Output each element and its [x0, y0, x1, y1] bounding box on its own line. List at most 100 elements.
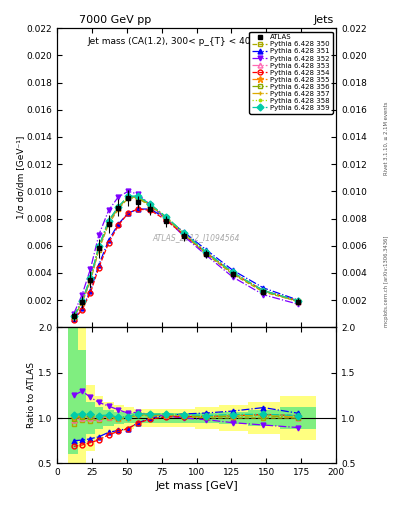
Line: Pythia 6.428 354: Pythia 6.428 354 [71, 207, 301, 323]
Pythia 6.428 358 [230, 269, 235, 275]
Pythia 6.428 351 [106, 237, 111, 243]
Pythia 6.428 351 [97, 262, 101, 268]
Pythia 6.428 359 [88, 274, 93, 281]
Pythia 6.428 353 [136, 194, 140, 200]
Pythia 6.428 357 [80, 298, 84, 304]
Pythia 6.428 353 [148, 202, 153, 208]
Pythia 6.428 354 [72, 317, 76, 323]
Pythia 6.428 355 [182, 230, 186, 237]
Pythia 6.428 350 [261, 289, 266, 295]
Pythia 6.428 359 [296, 298, 301, 304]
Line: Pythia 6.428 358: Pythia 6.428 358 [71, 194, 301, 318]
Text: Jet mass (CA(1.2), 300< p_{T} < 400, |y| < 2.0): Jet mass (CA(1.2), 300< p_{T} < 400, |y|… [88, 37, 305, 46]
Pythia 6.428 359 [116, 204, 121, 210]
Pythia 6.428 353 [80, 299, 84, 305]
Pythia 6.428 353 [126, 194, 130, 200]
Pythia 6.428 359 [204, 249, 209, 255]
Pythia 6.428 354 [182, 232, 186, 238]
Pythia 6.428 357 [72, 313, 76, 319]
Pythia 6.428 353 [116, 205, 121, 211]
Pythia 6.428 357 [230, 270, 235, 276]
Pythia 6.428 355 [72, 313, 76, 319]
Pythia 6.428 358 [182, 230, 186, 236]
Line: Pythia 6.428 357: Pythia 6.428 357 [71, 194, 301, 319]
Pythia 6.428 355 [230, 270, 235, 276]
Pythia 6.428 354 [296, 298, 301, 304]
Text: Rivet 3.1.10, ≥ 2.1M events: Rivet 3.1.10, ≥ 2.1M events [384, 101, 389, 175]
Pythia 6.428 354 [80, 307, 84, 313]
Pythia 6.428 354 [97, 265, 101, 271]
Pythia 6.428 351 [182, 229, 186, 235]
Pythia 6.428 356 [80, 298, 84, 305]
Pythia 6.428 351 [72, 316, 76, 322]
Pythia 6.428 353 [261, 288, 266, 294]
Pythia 6.428 350 [182, 232, 186, 238]
Pythia 6.428 352 [88, 266, 93, 272]
Pythia 6.428 355 [204, 249, 209, 255]
Pythia 6.428 358 [136, 194, 140, 200]
Pythia 6.428 357 [148, 202, 153, 208]
Pythia 6.428 352 [97, 232, 101, 238]
Pythia 6.428 356 [126, 194, 130, 200]
Pythia 6.428 355 [136, 194, 140, 200]
Pythia 6.428 358 [126, 194, 130, 200]
Pythia 6.428 353 [230, 270, 235, 276]
Pythia 6.428 350 [230, 271, 235, 278]
Pythia 6.428 356 [72, 313, 76, 319]
Pythia 6.428 355 [116, 205, 121, 211]
Pythia 6.428 359 [126, 193, 130, 199]
Pythia 6.428 351 [296, 297, 301, 303]
Pythia 6.428 350 [88, 278, 93, 284]
Pythia 6.428 353 [204, 249, 209, 255]
Pythia 6.428 357 [182, 230, 186, 237]
Pythia 6.428 355 [163, 214, 168, 220]
Pythia 6.428 357 [88, 275, 93, 281]
Pythia 6.428 352 [182, 233, 186, 239]
Pythia 6.428 352 [296, 301, 301, 307]
Pythia 6.428 351 [136, 206, 140, 212]
Pythia 6.428 353 [296, 298, 301, 305]
Text: 7000 GeV pp: 7000 GeV pp [79, 15, 151, 26]
Pythia 6.428 351 [204, 247, 209, 253]
Line: Pythia 6.428 355: Pythia 6.428 355 [70, 194, 302, 320]
Pythia 6.428 352 [148, 202, 153, 208]
Pythia 6.428 350 [72, 314, 76, 320]
Pythia 6.428 352 [80, 292, 84, 298]
Pythia 6.428 359 [136, 193, 140, 199]
Pythia 6.428 357 [204, 249, 209, 255]
Pythia 6.428 358 [204, 249, 209, 255]
Pythia 6.428 354 [204, 249, 209, 255]
Pythia 6.428 358 [97, 244, 101, 250]
Pythia 6.428 351 [148, 206, 153, 212]
Pythia 6.428 353 [182, 230, 186, 237]
Pythia 6.428 351 [80, 305, 84, 311]
Pythia 6.428 354 [148, 207, 153, 214]
Pythia 6.428 356 [116, 204, 121, 210]
Line: Pythia 6.428 352: Pythia 6.428 352 [71, 189, 301, 316]
Pythia 6.428 359 [230, 269, 235, 275]
Line: Pythia 6.428 351: Pythia 6.428 351 [71, 207, 301, 322]
Text: ATLAS_2012_I1094564: ATLAS_2012_I1094564 [153, 233, 240, 242]
Pythia 6.428 358 [296, 298, 301, 304]
Pythia 6.428 356 [261, 288, 266, 294]
Pythia 6.428 350 [296, 298, 301, 305]
Pythia 6.428 350 [204, 251, 209, 257]
Pythia 6.428 355 [261, 288, 266, 294]
Pythia 6.428 357 [261, 288, 266, 294]
Pythia 6.428 353 [97, 245, 101, 251]
Pythia 6.428 357 [163, 214, 168, 220]
Pythia 6.428 351 [230, 267, 235, 273]
Pythia 6.428 351 [88, 288, 93, 294]
Pythia 6.428 354 [163, 217, 168, 223]
Pythia 6.428 356 [88, 276, 93, 282]
Pythia 6.428 359 [148, 201, 153, 207]
Pythia 6.428 353 [163, 214, 168, 220]
Pythia 6.428 350 [163, 216, 168, 222]
Pythia 6.428 358 [80, 298, 84, 304]
Pythia 6.428 354 [106, 240, 111, 246]
Pythia 6.428 357 [126, 194, 130, 200]
Pythia 6.428 358 [116, 204, 121, 210]
X-axis label: Jet mass [GeV]: Jet mass [GeV] [155, 481, 238, 492]
Pythia 6.428 355 [97, 244, 101, 250]
Pythia 6.428 359 [182, 230, 186, 236]
